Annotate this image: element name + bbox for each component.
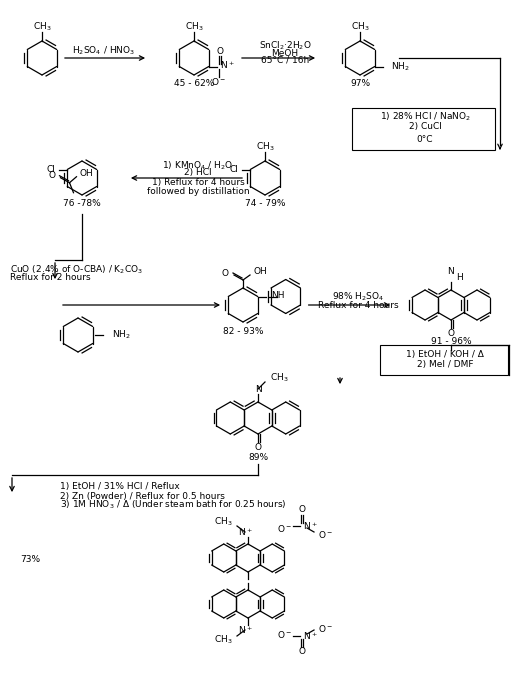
Text: 0°C: 0°C (417, 136, 433, 144)
Text: H$_2$SO$_4$ / HNO$_3$: H$_2$SO$_4$ / HNO$_3$ (72, 45, 136, 57)
Text: N$^+$: N$^+$ (303, 520, 318, 532)
Text: 97%: 97% (350, 80, 370, 88)
Text: Cl: Cl (46, 165, 55, 174)
Text: O: O (447, 328, 455, 337)
Text: 2) MeI / DMF: 2) MeI / DMF (417, 360, 473, 368)
Text: O: O (298, 648, 305, 657)
Text: 2) HCl: 2) HCl (184, 169, 212, 178)
Text: 1) EtOH / KOH / Δ: 1) EtOH / KOH / Δ (406, 349, 484, 358)
Text: NH$_2$: NH$_2$ (112, 329, 131, 342)
Bar (380, 345, 508, 375)
Text: CH$_3$: CH$_3$ (270, 372, 288, 384)
Text: 91 - 96%: 91 - 96% (431, 337, 471, 346)
Text: N$^+$: N$^+$ (238, 624, 252, 636)
Bar (352, 108, 495, 150)
Text: Cl: Cl (230, 165, 238, 174)
Text: O: O (298, 505, 305, 514)
Text: N$^+$: N$^+$ (303, 630, 318, 642)
Text: O$^-$: O$^-$ (211, 76, 226, 87)
Text: O: O (49, 172, 56, 180)
Text: followed by distillation: followed by distillation (147, 186, 249, 195)
Text: CH$_3$: CH$_3$ (351, 21, 369, 33)
Text: OH: OH (253, 267, 267, 276)
Text: MeOH: MeOH (271, 48, 299, 57)
Text: Reflux for 2 hours: Reflux for 2 hours (10, 274, 91, 283)
Text: 2) Zn (Powder) / Reflux for 0.5 hours: 2) Zn (Powder) / Reflux for 0.5 hours (60, 491, 225, 500)
Text: CH$_3$: CH$_3$ (214, 516, 233, 528)
Text: 1) EtOH / 31% HCl / Reflux: 1) EtOH / 31% HCl / Reflux (60, 482, 180, 491)
Text: O$^-$: O$^-$ (318, 622, 333, 634)
Text: OH: OH (79, 169, 93, 178)
Text: CH$_3$: CH$_3$ (256, 141, 275, 153)
Text: 76 -78%: 76 -78% (63, 199, 101, 209)
Text: 3) 1M HNO$_3$ / Δ (Under steam bath for 0.25 hours): 3) 1M HNO$_3$ / Δ (Under steam bath for … (60, 498, 287, 511)
Text: NH$_2$: NH$_2$ (391, 60, 409, 73)
Text: SnCl$_2$·2H$_2$O: SnCl$_2$·2H$_2$O (259, 40, 311, 52)
Text: 1) KMnO$_4$ / H$_2$O: 1) KMnO$_4$ / H$_2$O (163, 160, 234, 172)
Text: O$^-$: O$^-$ (277, 629, 292, 640)
Text: O: O (222, 270, 229, 279)
Text: CH$_3$: CH$_3$ (185, 21, 203, 33)
Text: 45 - 62%: 45 - 62% (174, 80, 214, 88)
Text: 98% H$_2$SO$_4$: 98% H$_2$SO$_4$ (332, 290, 384, 303)
Text: O: O (216, 47, 223, 56)
Text: NH: NH (271, 291, 284, 300)
Text: H: H (456, 274, 463, 283)
Text: 73%: 73% (20, 556, 40, 564)
Text: N$^+$: N$^+$ (220, 60, 234, 71)
Text: 2) CuCl: 2) CuCl (409, 122, 441, 132)
Text: CuO (2.4% of O-CBA) / K$_2$CO$_3$: CuO (2.4% of O-CBA) / K$_2$CO$_3$ (10, 264, 143, 276)
Text: O: O (254, 444, 262, 452)
Text: N: N (447, 267, 455, 276)
Text: 1) 28% HCl / NaNO$_2$: 1) 28% HCl / NaNO$_2$ (380, 111, 471, 123)
Text: O$^-$: O$^-$ (318, 528, 333, 540)
Text: 82 - 93%: 82 - 93% (223, 326, 263, 335)
Text: Reflux for 4 hours: Reflux for 4 hours (318, 302, 398, 311)
Text: 89%: 89% (248, 452, 268, 461)
Text: CH$_3$: CH$_3$ (214, 634, 233, 646)
Text: CH$_3$: CH$_3$ (33, 21, 51, 33)
Text: O$^-$: O$^-$ (277, 522, 292, 533)
Text: N$^+$: N$^+$ (238, 526, 252, 538)
Text: 74 - 79%: 74 - 79% (245, 199, 285, 209)
Text: 65°C / 16h: 65°C / 16h (261, 55, 309, 64)
Text: 1) Reflux for 4 hours: 1) Reflux for 4 hours (152, 178, 245, 188)
Text: N: N (254, 384, 262, 393)
